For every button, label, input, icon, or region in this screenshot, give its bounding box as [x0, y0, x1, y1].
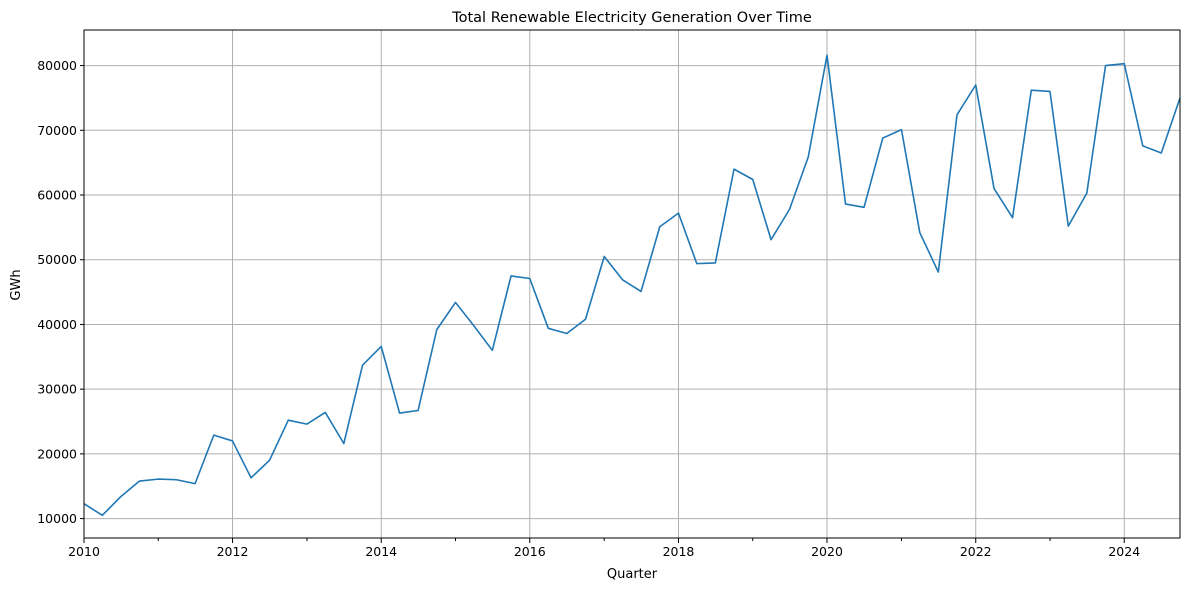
data-point: [956, 114, 958, 116]
data-point: [250, 477, 252, 479]
data-point: [231, 440, 233, 442]
data-point: [1049, 90, 1051, 92]
data-point: [863, 206, 865, 208]
data-point: [436, 328, 438, 330]
data-point: [175, 479, 177, 481]
data-point: [1104, 64, 1106, 66]
data-point: [696, 262, 698, 264]
plot-frame: [83, 29, 1181, 539]
grid-layer: [83, 30, 1180, 538]
data-point: [268, 459, 270, 461]
data-point: [398, 412, 400, 414]
y-tick-label: 30000: [37, 382, 77, 397]
y-tick-label: 20000: [37, 446, 77, 461]
data-point: [1086, 192, 1088, 194]
data-point: [1011, 216, 1013, 218]
data-point: [844, 203, 846, 205]
data-point: [343, 442, 345, 444]
data-point: [900, 128, 902, 130]
data-point: [491, 349, 493, 351]
data-point: [1142, 145, 1144, 147]
data-point: [788, 208, 790, 210]
data-point: [937, 271, 939, 273]
data-point: [584, 318, 586, 320]
data-point: [380, 345, 382, 347]
data-point: [547, 327, 549, 329]
data-point: [1123, 62, 1125, 64]
data-point: [621, 279, 623, 281]
data-point: [733, 168, 735, 170]
data-point: [510, 275, 512, 277]
x-tick-label: 2014: [365, 544, 397, 559]
x-tick-label: 2024: [1108, 544, 1140, 559]
chart-title: Total Renewable Electricity Generation O…: [451, 10, 812, 26]
y-tick-label: 40000: [37, 317, 77, 332]
data-point: [473, 325, 475, 327]
data-point: [640, 290, 642, 292]
x-tick-label: 2010: [68, 544, 100, 559]
data-point: [529, 277, 531, 279]
y-tick-label: 50000: [37, 252, 77, 267]
axes-layer: [83, 29, 1181, 539]
y-tick-label: 60000: [37, 188, 77, 203]
data-point: [1030, 89, 1032, 91]
data-point: [1160, 152, 1162, 154]
data-point: [120, 495, 122, 497]
y-axis-label: GWh: [9, 269, 24, 300]
y-tick-label: 70000: [37, 123, 77, 138]
data-point: [213, 434, 215, 436]
data-point: [417, 409, 419, 411]
x-tick-label: 2018: [663, 544, 695, 559]
data-point: [826, 54, 828, 56]
y-tick-label: 10000: [37, 511, 77, 526]
data-point: [101, 514, 103, 516]
data-point: [287, 419, 289, 421]
y-tick-label: 80000: [37, 58, 77, 73]
data-point: [157, 478, 159, 480]
data-point: [882, 137, 884, 139]
x-axis-label: Quarter: [607, 567, 658, 582]
data-point: [919, 231, 921, 233]
data-point: [138, 480, 140, 482]
data-point: [306, 423, 308, 425]
data-point: [324, 411, 326, 413]
x-tick-label: 2020: [811, 544, 843, 559]
data-point: [603, 255, 605, 257]
x-tick-label: 2012: [217, 544, 249, 559]
data-point: [361, 364, 363, 366]
data-point: [975, 84, 977, 86]
data-point: [194, 482, 196, 484]
x-tick-label: 2016: [514, 544, 546, 559]
data-point: [752, 178, 754, 180]
data-point: [714, 262, 716, 264]
data-point: [454, 301, 456, 303]
data-point: [1067, 225, 1069, 227]
data-point: [807, 156, 809, 158]
x-tick-label: 2022: [960, 544, 992, 559]
series-line: [83, 54, 1181, 517]
data-point: [993, 187, 995, 189]
series-layer: [83, 54, 1181, 517]
data-point: [659, 226, 661, 228]
data-point: [677, 212, 679, 214]
ticks-layer: 10000 20000 30000 40000 50000 60000 70000 80000…: [37, 58, 1140, 559]
data-point: [770, 238, 772, 240]
data-point: [566, 332, 568, 334]
